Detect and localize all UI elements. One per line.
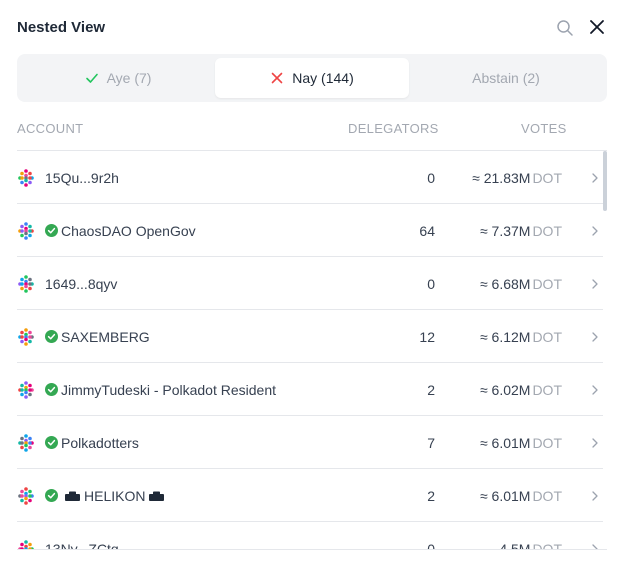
delegators-count: 0: [427, 169, 435, 186]
account-name: 13Ny...ZCtq: [45, 540, 119, 550]
divider: [17, 549, 607, 550]
verified-icon: [45, 489, 58, 502]
delegators-count: 7: [427, 434, 435, 451]
account-name-cell: JimmyTudeski - Polkadot Resident: [61, 363, 276, 416]
verified-icon: [45, 224, 58, 237]
verified-icon: [45, 436, 58, 449]
account-name: Polkadotters: [61, 434, 139, 451]
account-name: SAXEMBERG: [61, 328, 150, 345]
chevron-right-icon[interactable]: [591, 385, 599, 395]
verified-icon: [45, 383, 58, 396]
tab-abstain[interactable]: Abstain (2): [409, 58, 603, 98]
votes-amount: ≈ 6.12M: [479, 328, 531, 345]
identicon-avatar: [18, 169, 34, 187]
chevron-right-icon[interactable]: [591, 226, 599, 236]
table-row[interactable]: ChaosDAO OpenGov 64 ≈ 7.37M DOT: [17, 204, 603, 257]
modal-header: Nested View: [0, 0, 618, 56]
account-name: HELIKON: [84, 487, 146, 504]
tab-aye-label: Aye (7): [106, 70, 152, 86]
account-name: JimmyTudeski - Polkadot Resident: [61, 381, 277, 398]
account-name-cell: HELIKON: [61, 469, 168, 522]
tab-nay[interactable]: Nay (144): [215, 58, 409, 98]
voter-list: 15Qu...9r2h 0 ≈ 21.83M DOT ChaosDAO OpenGov 6…: [17, 150, 607, 549]
chevron-right-icon[interactable]: [591, 279, 599, 289]
identicon-avatar: [18, 275, 34, 293]
chevron-right-icon[interactable]: [591, 544, 599, 549]
verified-icon: [45, 330, 58, 343]
votes-cell: ≈ 7.37M DOT: [480, 204, 562, 257]
votes-unit: DOT: [532, 540, 562, 550]
table-row[interactable]: 1649...8qyv 0 ≈ 6.68M DOT: [17, 257, 603, 310]
votes-amount: ≈ 6.02M: [479, 381, 531, 398]
votes-cell: ≈ 6.12M DOT: [480, 310, 562, 363]
delegators-count: 0: [427, 275, 435, 292]
chevron-right-icon[interactable]: [591, 491, 599, 501]
table-row[interactable]: 15Qu...9r2h 0 ≈ 21.83M DOT: [17, 151, 603, 204]
account-name-cell: SAXEMBERG: [61, 310, 150, 363]
votes-amount: ≈ 6.68M: [479, 275, 531, 292]
votes-unit: DOT: [532, 222, 562, 239]
identicon-avatar: [18, 487, 34, 505]
votes-unit: DOT: [532, 275, 562, 292]
column-header-delegators: DELEGATORS: [348, 121, 439, 136]
votes-cell: ≈ 6.68M DOT: [480, 257, 562, 310]
chevron-right-icon[interactable]: [591, 438, 599, 448]
account-name-cell: 13Ny...ZCtq: [45, 522, 119, 550]
delegators-count: 64: [419, 222, 435, 239]
votes-amount: 4.5M: [499, 540, 531, 550]
identicon-avatar: [18, 381, 34, 399]
account-name-cell: Polkadotters: [61, 416, 139, 469]
account-name: 1649...8qyv: [45, 275, 118, 292]
votes-cell: ≈ 6.01M DOT: [480, 416, 562, 469]
tab-aye[interactable]: Aye (7): [21, 58, 215, 98]
delegators-count: 12: [419, 328, 435, 345]
votes-cell: 4.5M DOT: [499, 522, 562, 550]
account-name-cell: 15Qu...9r2h: [45, 151, 119, 204]
chevron-right-icon[interactable]: [591, 332, 599, 342]
account-name: ChaosDAO OpenGov: [61, 222, 196, 239]
delegators-count: 2: [427, 487, 435, 504]
vote-tabs: Aye (7) Nay (144) Abstain (2): [17, 54, 607, 102]
table-row[interactable]: HELIKON 2 ≈ 6.01M DOT: [17, 469, 603, 522]
tab-abstain-label: Abstain (2): [472, 70, 540, 86]
votes-amount: ≈ 21.83M: [472, 169, 531, 186]
delegators-count: 2: [427, 381, 435, 398]
votes-amount: ≈ 6.01M: [479, 434, 531, 451]
identicon-avatar: [18, 328, 34, 346]
delegators-count: 0: [427, 540, 435, 550]
votes-unit: DOT: [532, 487, 562, 504]
search-icon[interactable]: [556, 19, 574, 37]
x-icon: [271, 72, 283, 84]
scrollbar-thumb[interactable]: [603, 151, 607, 211]
identicon-avatar: [18, 540, 34, 549]
votes-cell: ≈ 6.01M DOT: [480, 469, 562, 522]
account-name-cell: 1649...8qyv: [45, 257, 117, 310]
identity-icon: [65, 491, 80, 501]
account-name: 15Qu...9r2h: [45, 169, 119, 186]
identicon-avatar: [18, 222, 34, 240]
votes-amount: ≈ 6.01M: [479, 487, 531, 504]
votes-amount: ≈ 7.37M: [479, 222, 531, 239]
modal-title: Nested View: [17, 19, 106, 36]
tab-nay-label: Nay (144): [292, 70, 354, 86]
votes-unit: DOT: [532, 169, 562, 186]
account-name-cell: ChaosDAO OpenGov: [61, 204, 196, 257]
close-icon[interactable]: [589, 19, 605, 35]
table-row[interactable]: 13Ny...ZCtq 0 4.5M DOT: [17, 522, 603, 549]
votes-cell: ≈ 6.02M DOT: [480, 363, 562, 416]
identity-icon: [149, 491, 165, 501]
check-icon: [85, 73, 98, 83]
column-header-votes: VOTES: [521, 121, 567, 136]
table-row[interactable]: SAXEMBERG 12 ≈ 6.12M DOT: [17, 310, 603, 363]
votes-unit: DOT: [532, 434, 562, 451]
votes-cell: ≈ 21.83M DOT: [472, 151, 562, 204]
table-row[interactable]: JimmyTudeski - Polkadot Resident 2 ≈ 6.02M…: [17, 363, 603, 416]
votes-unit: DOT: [532, 381, 562, 398]
votes-unit: DOT: [532, 328, 562, 345]
table-row[interactable]: Polkadotters 7 ≈ 6.01M DOT: [17, 416, 603, 469]
identicon-avatar: [18, 434, 34, 452]
chevron-right-icon[interactable]: [591, 173, 599, 183]
column-header-account: ACCOUNT: [17, 121, 84, 136]
